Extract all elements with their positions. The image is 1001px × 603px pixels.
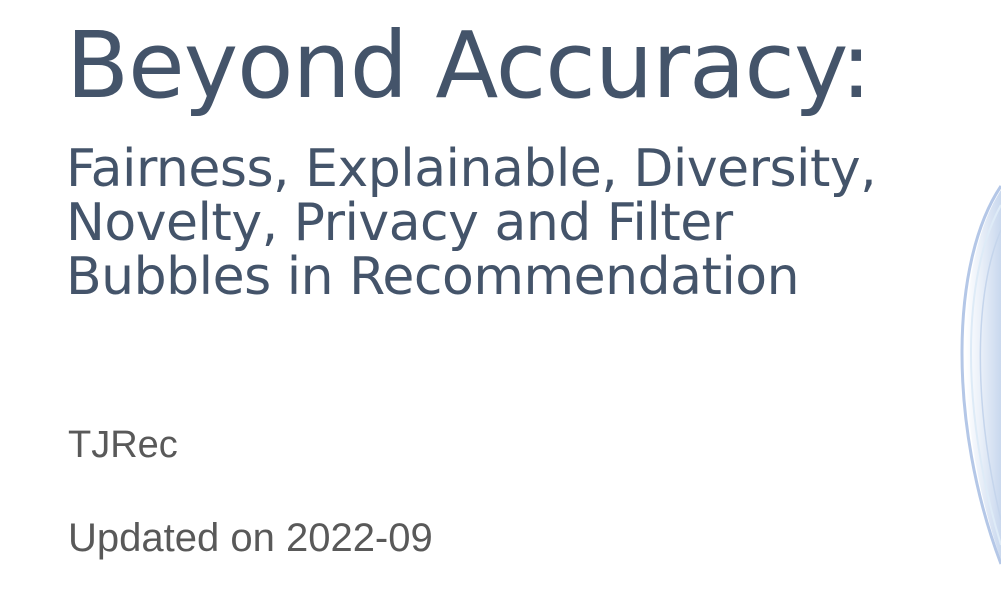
subtitle-line-3: Bubbles in Recommendation	[66, 247, 800, 307]
slide-title: Beyond Accuracy:	[66, 12, 872, 119]
slide-subtitle: Fairness, Explainable, Diversity, Novelt…	[66, 139, 877, 307]
subtitle-line-2: Novelty, Privacy and Filter	[66, 193, 733, 253]
updated-date: Updated on 2022-09	[68, 516, 433, 560]
author-name: TJRec	[68, 424, 178, 466]
subtitle-line-1: Fairness, Explainable, Diversity,	[66, 139, 877, 199]
